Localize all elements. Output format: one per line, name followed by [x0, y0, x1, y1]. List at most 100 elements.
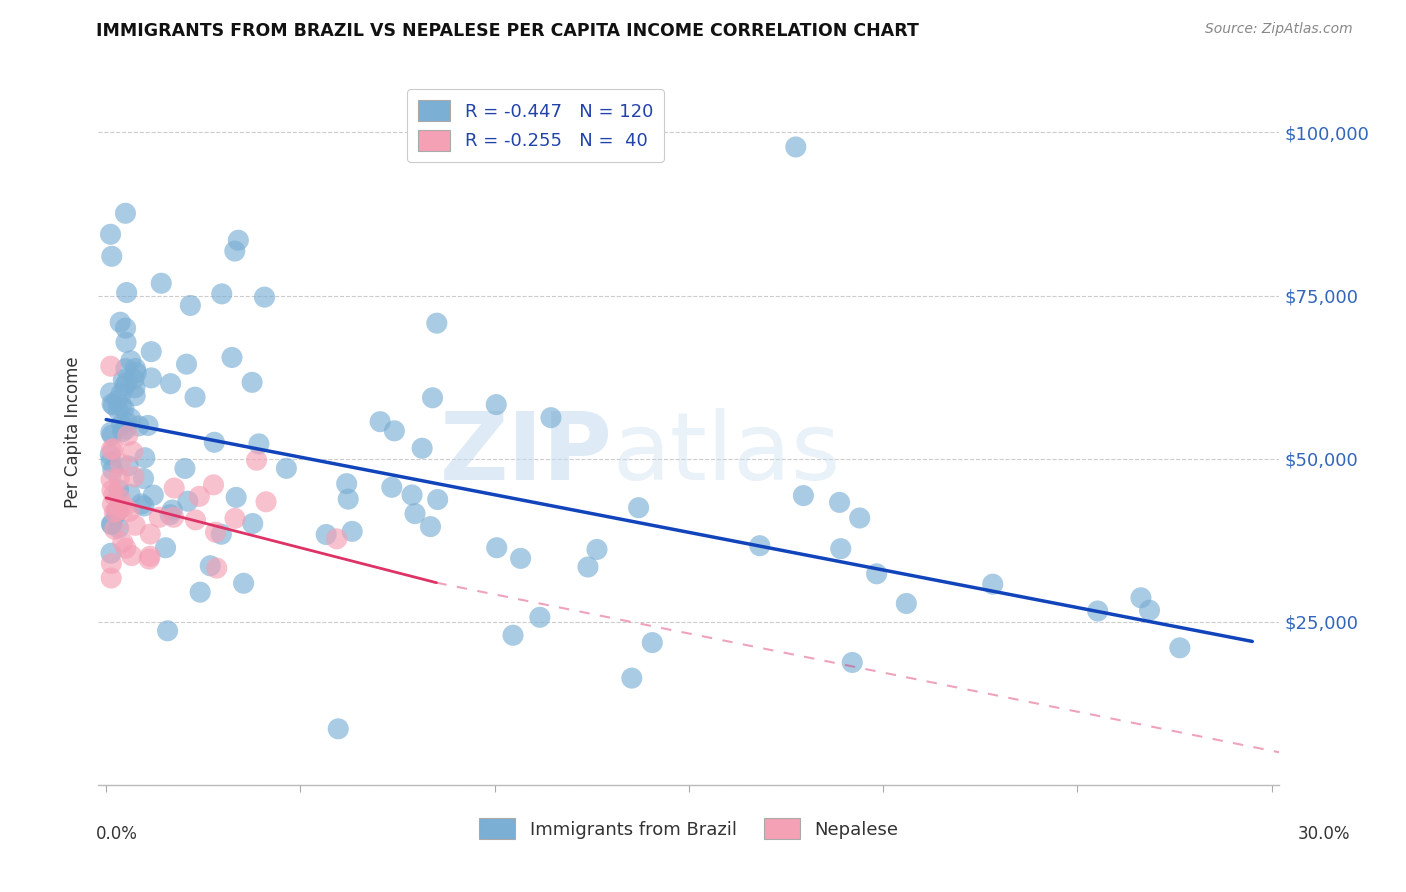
- Point: [100, 359, 122, 374]
- Point: [202, 478, 225, 492]
- Point: [115, 415, 138, 429]
- Point: [865, 566, 887, 581]
- Point: [120, 411, 142, 425]
- Point: [111, 425, 134, 439]
- Text: IMMIGRANTS FROM BRAZIL VS NEPALESE PER CAPITA INCOME CORRELATION CHART: IMMIGRANTS FROM BRAZIL VS NEPALESE PER C…: [96, 22, 918, 40]
- Point: [103, 488, 125, 502]
- Point: [107, 502, 129, 516]
- Point: [179, 298, 201, 312]
- Point: [159, 376, 181, 391]
- Point: [101, 483, 124, 498]
- Point: [209, 527, 232, 541]
- Point: [124, 361, 146, 376]
- Point: [129, 497, 152, 511]
- Point: [177, 494, 200, 508]
- Point: [225, 491, 247, 505]
- Point: [404, 507, 426, 521]
- Point: [586, 542, 609, 557]
- Point: [162, 503, 184, 517]
- Point: [100, 455, 122, 469]
- Point: [132, 471, 155, 485]
- Point: [124, 381, 146, 395]
- Point: [426, 492, 449, 507]
- Point: [163, 481, 186, 495]
- Point: [419, 519, 441, 533]
- Point: [105, 507, 128, 521]
- Point: [245, 453, 267, 467]
- Point: [141, 371, 163, 385]
- Text: atlas: atlas: [612, 408, 841, 500]
- Point: [101, 497, 124, 511]
- Point: [115, 376, 138, 390]
- Point: [101, 517, 124, 532]
- Point: [111, 399, 134, 413]
- Point: [224, 244, 246, 258]
- Point: [159, 508, 181, 522]
- Point: [115, 422, 138, 436]
- Point: [247, 437, 270, 451]
- Point: [748, 539, 770, 553]
- Point: [211, 286, 233, 301]
- Text: 0.0%: 0.0%: [96, 825, 138, 843]
- Point: [122, 372, 145, 386]
- Point: [981, 577, 1004, 591]
- Point: [202, 435, 225, 450]
- Point: [117, 428, 139, 442]
- Point: [174, 461, 197, 475]
- Point: [128, 419, 150, 434]
- Point: [422, 391, 444, 405]
- Point: [107, 504, 129, 518]
- Point: [509, 551, 531, 566]
- Text: 30.0%: 30.0%: [1298, 825, 1350, 843]
- Point: [111, 535, 134, 549]
- Point: [485, 398, 508, 412]
- Point: [368, 415, 391, 429]
- Point: [325, 532, 347, 546]
- Point: [121, 549, 143, 563]
- Point: [118, 504, 141, 518]
- Point: [100, 473, 122, 487]
- Point: [336, 476, 359, 491]
- Point: [315, 527, 337, 541]
- Point: [100, 546, 122, 560]
- Point: [100, 557, 122, 571]
- Point: [110, 457, 132, 471]
- Point: [620, 671, 643, 685]
- Point: [120, 487, 142, 501]
- Point: [107, 504, 129, 518]
- Point: [108, 472, 131, 486]
- Point: [204, 525, 226, 540]
- Point: [98, 448, 121, 462]
- Point: [156, 624, 179, 638]
- Y-axis label: Per Capita Income: Per Capita Income: [65, 357, 83, 508]
- Point: [101, 428, 124, 442]
- Point: [328, 722, 350, 736]
- Point: [785, 140, 807, 154]
- Point: [117, 458, 139, 473]
- Point: [188, 585, 211, 599]
- Point: [121, 444, 143, 458]
- Point: [155, 541, 177, 555]
- Point: [150, 277, 173, 291]
- Point: [1087, 604, 1109, 618]
- Point: [232, 576, 254, 591]
- Point: [382, 424, 405, 438]
- Point: [253, 290, 276, 304]
- Point: [134, 450, 156, 465]
- Point: [122, 470, 145, 484]
- Point: [141, 344, 163, 359]
- Point: [529, 610, 551, 624]
- Point: [103, 505, 125, 519]
- Point: [125, 366, 148, 380]
- Point: [132, 499, 155, 513]
- Point: [100, 227, 122, 242]
- Point: [841, 656, 863, 670]
- Point: [107, 483, 129, 497]
- Point: [114, 206, 136, 220]
- Point: [115, 285, 138, 300]
- Point: [107, 403, 129, 417]
- Point: [1168, 640, 1191, 655]
- Point: [1129, 591, 1152, 605]
- Point: [184, 513, 207, 527]
- Point: [340, 524, 363, 539]
